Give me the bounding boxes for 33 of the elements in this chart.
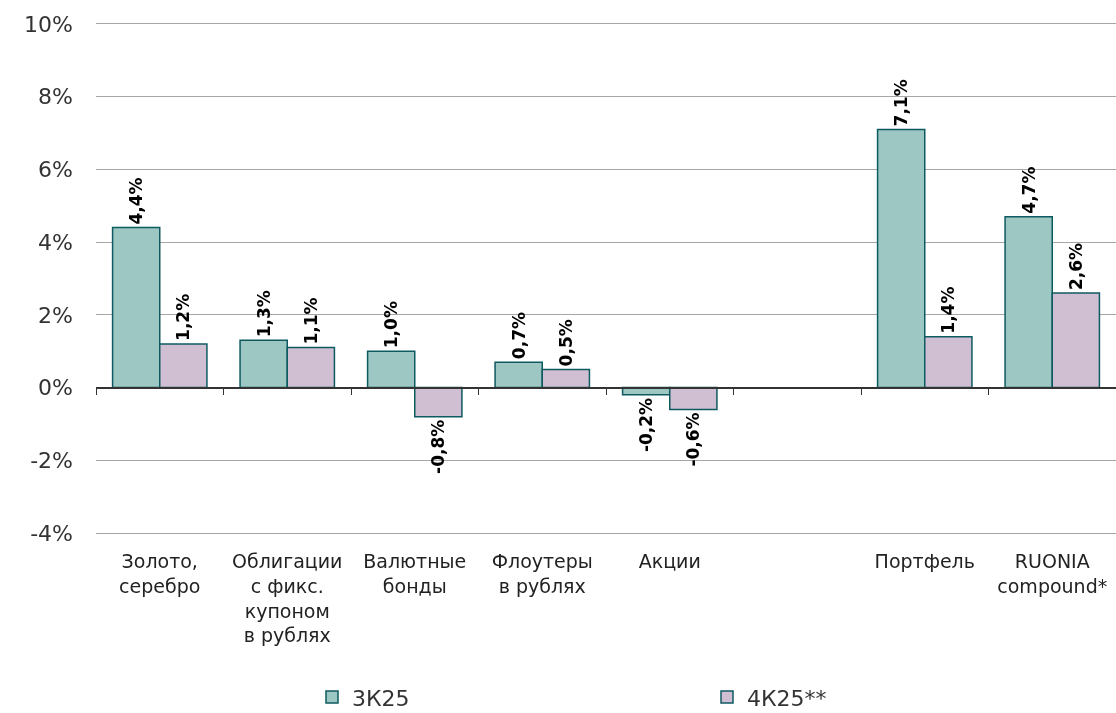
y-tick-label: -2%	[30, 448, 73, 473]
data-label: -0,8%	[428, 419, 449, 474]
data-label: 0,7%	[508, 311, 529, 360]
x-tick-label: Золото, серебро	[119, 550, 201, 597]
x-tick-label: RUONIA compound*	[997, 550, 1108, 597]
x-tick-label: Облигации с фикс. купоном в рублях	[232, 550, 343, 647]
data-label: 1,3%	[253, 290, 274, 338]
data-label: 1,2%	[173, 293, 194, 341]
x-tick-label: Портфель	[874, 550, 975, 573]
y-tick-label: 4%	[38, 229, 73, 255]
y-tick-label: -4%	[30, 520, 73, 546]
data-label: 4,4%	[126, 177, 147, 225]
y-tick-label: 6%	[38, 157, 73, 183]
data-label: 2,6%	[1065, 242, 1086, 291]
y-tick-label: 0%	[38, 375, 73, 401]
data-label: 0,5%	[555, 319, 576, 367]
x-tick-label: Валютные бонды	[363, 550, 467, 597]
data-label: -0,6%	[683, 412, 704, 467]
bar	[366, 350, 416, 389]
y-tick-label: 2%	[38, 302, 73, 328]
data-label: 4,7%	[1018, 166, 1039, 214]
data-label: 1,1%	[300, 297, 321, 345]
data-label: 1,4%	[938, 286, 959, 334]
y-tick-label: 8%	[38, 84, 73, 110]
x-tick-label: Флоутеры в рублях	[491, 550, 593, 597]
data-label: -0,2%	[636, 397, 657, 453]
data-label: 7,1%	[891, 79, 912, 127]
x-tick-label: Акции	[638, 550, 701, 573]
data-label: 1,0%	[381, 301, 402, 349]
legend-label: 4К25**	[747, 685, 827, 711]
bar	[414, 386, 463, 418]
y-tick-label: 10%	[24, 11, 73, 37]
legend-label: 3К25	[352, 685, 410, 711]
